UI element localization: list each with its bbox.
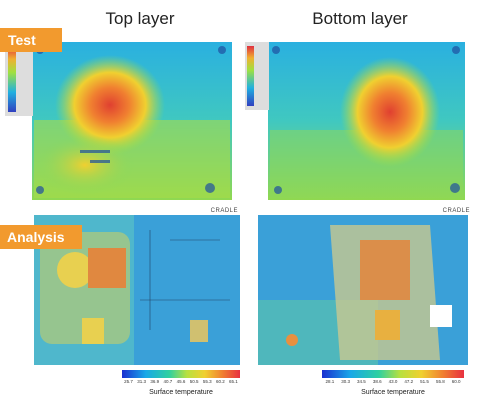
colorbar-tick: 36.9 — [150, 379, 159, 384]
legend-scale — [8, 46, 16, 112]
colorbar-caption: Surface temperature — [361, 389, 425, 396]
colorbar-tick: 25.7 — [124, 379, 133, 384]
row-label-box — [0, 28, 62, 52]
colorbar-tick: 47.2 — [404, 379, 413, 384]
colorbar-tick: 30.3 — [341, 379, 350, 384]
brand: CRADLE — [211, 208, 238, 214]
colorbar-tick: 51.5 — [420, 379, 429, 384]
colorbar-tick: 43.0 — [389, 379, 398, 384]
row-label: Test — [8, 32, 36, 48]
legend-scale — [247, 46, 254, 106]
colorbar-tick: 45.6 — [177, 379, 186, 384]
colorbar-tick: 60.0 — [452, 379, 461, 384]
colorbar-tick: 50.5 — [190, 379, 199, 384]
colorbar — [122, 370, 240, 378]
column-title: Top layer — [106, 9, 175, 28]
colorbar — [322, 370, 464, 378]
row-label-box — [0, 225, 82, 249]
colorbar-tick: 34.5 — [357, 379, 366, 384]
colorbar-caption: Surface temperature — [149, 389, 213, 396]
test-top-image — [32, 42, 232, 200]
colorbar-tick: 55.8 — [436, 379, 445, 384]
colorbar-tick: 28.1 — [326, 379, 335, 384]
brand: CRADLE — [443, 208, 470, 214]
colorbar-tick: 55.3 — [203, 379, 212, 384]
row-label: Analysis — [7, 229, 65, 245]
colorbar-tick: 38.6 — [373, 379, 382, 384]
colorbar-tick: 60.2 — [216, 379, 225, 384]
colorbar-tick: 31.3 — [137, 379, 146, 384]
analysis-bottom-image — [258, 215, 468, 365]
colorbar-tick: 40.7 — [164, 379, 173, 384]
colorbar-tick: 65.1 — [229, 379, 238, 384]
column-title: Bottom layer — [312, 9, 408, 28]
test-bottom-image — [268, 42, 465, 200]
